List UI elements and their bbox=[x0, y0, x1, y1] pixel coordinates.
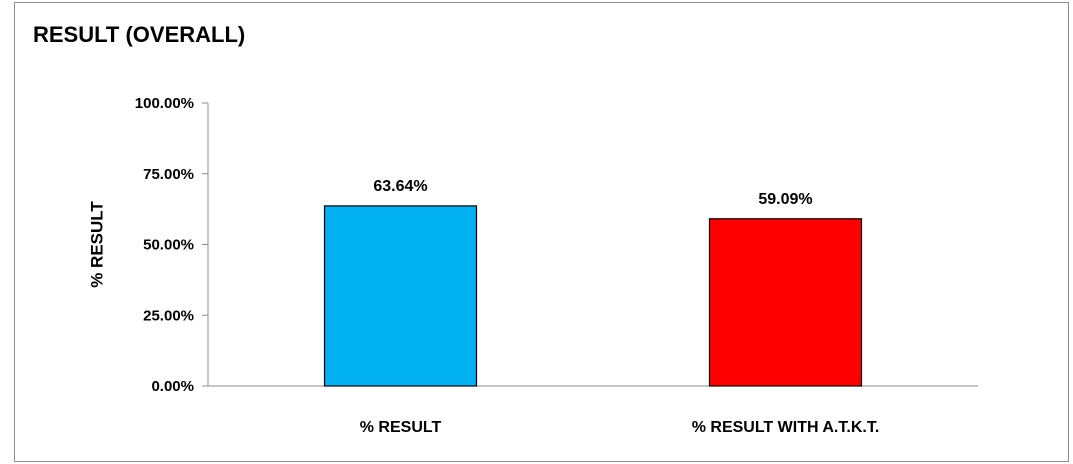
data-label: 59.09% bbox=[758, 191, 812, 208]
bar bbox=[708, 218, 863, 387]
y-tick-label: 0.00% bbox=[151, 378, 194, 395]
x-category-label: % RESULT bbox=[360, 419, 442, 436]
y-tick-label: 75.00% bbox=[143, 166, 194, 183]
y-tick-label: 50.00% bbox=[143, 237, 194, 254]
bar bbox=[323, 205, 478, 387]
chart-frame bbox=[14, 2, 1069, 462]
labels: 63.64% % RESULT 59.09% % RESULT WITH A.T.K.… bbox=[360, 178, 880, 436]
y-axis-title: % RESULT bbox=[87, 201, 106, 288]
bars bbox=[323, 205, 863, 387]
y-tick-label: 25.00% bbox=[143, 307, 194, 324]
y-tick-label: 100.00% bbox=[135, 95, 194, 112]
y-axis-ticks: 0.00% 25.00% 50.00% 75.00% 100.00% bbox=[135, 95, 208, 395]
x-category-label: % RESULT WITH A.T.K.T. bbox=[692, 419, 880, 436]
chart-title: RESULT (OVERALL) bbox=[33, 22, 246, 47]
axes bbox=[207, 103, 978, 387]
data-label: 63.64% bbox=[373, 178, 427, 195]
